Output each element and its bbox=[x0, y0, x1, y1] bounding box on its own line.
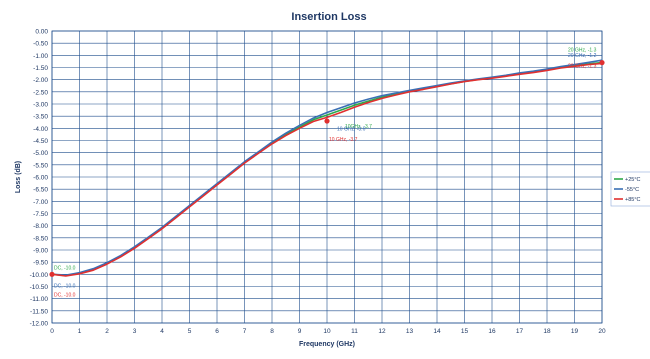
data-point-marker bbox=[324, 118, 330, 124]
y-tick-label: -7.50 bbox=[33, 211, 48, 218]
x-tick-label: 1 bbox=[78, 328, 82, 335]
y-tick-labels: 0.00 -0.50 -1.00 -1.50 -2.00 -2.50 -3.00 -3.50 -… bbox=[30, 29, 49, 328]
y-tick-label: -3.00 bbox=[33, 102, 48, 109]
y-tick-label: -12.00 bbox=[30, 321, 49, 328]
y-tick-label: -5.50 bbox=[33, 162, 48, 169]
data-label: DC, -10.0 bbox=[54, 283, 76, 289]
x-tick-label: 8 bbox=[270, 328, 274, 335]
x-tick-label: 7 bbox=[243, 328, 247, 335]
legend-entry: -55°C bbox=[625, 187, 639, 193]
x-tick-label: 16 bbox=[488, 328, 496, 335]
x-tick-label: 13 bbox=[406, 328, 414, 335]
data-label: 10GHz, -3.7 bbox=[345, 124, 372, 130]
y-tick-label: -1.50 bbox=[33, 65, 48, 72]
x-tick-label: 3 bbox=[133, 328, 137, 335]
x-tick-labels: 0 1 2 3 4 5 6 7 8 9 10 11 12 13 14 15 16 17 18 19 20 bbox=[50, 328, 606, 335]
y-tick-label: -4.00 bbox=[33, 126, 48, 133]
y-tick-label: -0.50 bbox=[33, 41, 48, 48]
y-tick-label: -10.00 bbox=[30, 272, 49, 279]
x-tick-label: 6 bbox=[215, 328, 219, 335]
y-tick-label: -2.00 bbox=[33, 77, 48, 84]
x-tick-label: 11 bbox=[351, 328, 358, 335]
y-tick-label: -11.00 bbox=[30, 296, 48, 303]
data-label: DC, -10.0 bbox=[54, 292, 76, 298]
y-tick-label: -6.00 bbox=[33, 175, 48, 182]
y-tick-label: -6.50 bbox=[33, 187, 48, 194]
y-tick-label: -8.00 bbox=[33, 223, 48, 230]
y-tick-label: -11.50 bbox=[30, 308, 48, 315]
y-tick-label: -1.00 bbox=[33, 53, 48, 60]
x-tick-label: 0 bbox=[50, 328, 54, 335]
x-axis-label: Frequency (GHz) bbox=[299, 341, 355, 348]
data-markers bbox=[49, 60, 605, 277]
x-tick-label: 15 bbox=[461, 328, 469, 335]
series-line bbox=[51, 62, 603, 277]
plot-area-border bbox=[51, 30, 603, 324]
data-label: 20 GHz, -1.3 bbox=[568, 48, 597, 54]
legend-entry: +85°C bbox=[625, 197, 641, 203]
y-tick-label: -3.50 bbox=[33, 114, 48, 121]
legend-entry: +25°C bbox=[625, 177, 641, 183]
chart-title: Insertion Loss bbox=[291, 11, 366, 23]
y-tick-label: -7.00 bbox=[33, 199, 48, 206]
x-tick-label: 18 bbox=[543, 328, 551, 335]
y-tick-label: -10.50 bbox=[30, 284, 49, 291]
grid bbox=[51, 30, 603, 324]
y-tick-label: -8.50 bbox=[33, 235, 48, 242]
data-point-marker bbox=[49, 271, 55, 277]
data-point-marker bbox=[599, 60, 605, 66]
y-tick-label: -4.50 bbox=[33, 138, 48, 145]
legend: +25°C -55°C +85°C bbox=[610, 171, 650, 207]
y-tick-label: -5.00 bbox=[33, 150, 48, 157]
x-tick-label: 19 bbox=[571, 328, 579, 335]
y-tick-label: -9.00 bbox=[33, 248, 48, 255]
data-label: 10 GHz, -3.6 bbox=[337, 127, 366, 133]
series-line bbox=[51, 59, 603, 276]
x-tick-label: 12 bbox=[378, 328, 386, 335]
x-tick-label: 9 bbox=[298, 328, 302, 335]
x-tick-label: 5 bbox=[188, 328, 192, 335]
y-tick-label: -2.50 bbox=[33, 89, 48, 96]
data-label: 10 GHz, -3.7 bbox=[329, 137, 358, 143]
y-tick-label: 0.00 bbox=[35, 29, 48, 36]
x-tick-label: 10 bbox=[323, 328, 331, 335]
x-tick-label: 17 bbox=[516, 328, 524, 335]
x-tick-label: 14 bbox=[433, 328, 441, 335]
data-label: DC, -10.0 bbox=[54, 265, 76, 271]
y-axis-label: Loss (dB) bbox=[15, 161, 22, 193]
x-tick-label: 20 bbox=[598, 328, 606, 335]
series-lines bbox=[51, 59, 603, 277]
data-label: 20 GHz, -1.2 bbox=[568, 53, 597, 59]
data-label: 20 GHz, -1.3 bbox=[568, 64, 597, 70]
x-tick-label: 2 bbox=[105, 328, 109, 335]
y-tick-label: -9.50 bbox=[33, 260, 48, 267]
x-tick-label: 4 bbox=[160, 328, 164, 335]
